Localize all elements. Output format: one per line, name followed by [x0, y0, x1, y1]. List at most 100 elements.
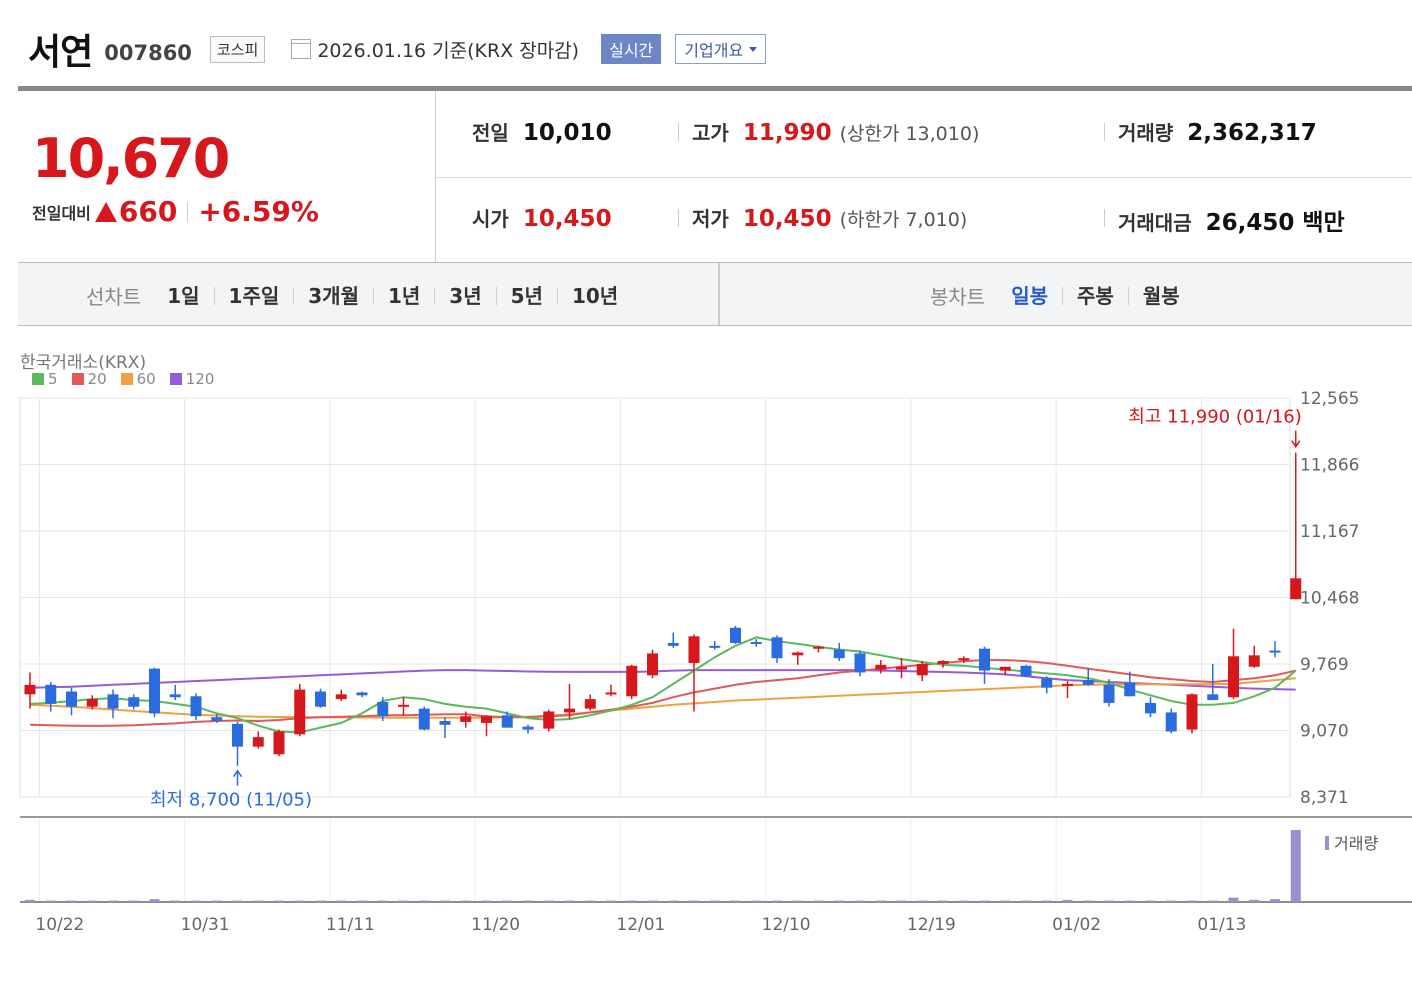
volume-bar	[834, 900, 845, 902]
candle-body	[626, 665, 638, 697]
x-tick-label: 11/20	[471, 915, 520, 935]
volume-bar	[958, 900, 969, 902]
candle-body	[1269, 650, 1281, 653]
volume-bar	[1207, 900, 1218, 902]
y-tick-label: 10,468	[1300, 589, 1359, 609]
stat-low: 저가 10,450 (하한가 7,010)	[678, 203, 967, 232]
period-1w[interactable]: 1주일	[213, 286, 294, 306]
y-tick-label: 8,371	[1300, 788, 1349, 808]
candle-body	[107, 694, 119, 709]
volume-bar	[1062, 899, 1073, 902]
up-triangle-icon	[94, 201, 117, 222]
change-row: 전일대비 660 +6.59%	[32, 195, 319, 228]
legend-label: 120	[185, 370, 215, 388]
tab-weekly[interactable]: 주봉	[1062, 286, 1128, 306]
candle-body	[1165, 712, 1177, 732]
ma60-line	[29, 677, 1296, 719]
candle-body	[750, 642, 762, 645]
candle-body	[149, 668, 160, 714]
volume-bar	[938, 900, 948, 902]
period-1y[interactable]: 1년	[372, 286, 434, 306]
candle-body	[999, 666, 1011, 671]
x-tick-label: 12/01	[616, 915, 665, 935]
stats-panel: 전일 10,010 고가 11,990 (상한가 13,010) 거래량 2,3…	[436, 91, 1412, 263]
volume-bar	[564, 900, 575, 902]
volume-bar	[1021, 900, 1031, 902]
company-overview-dropdown[interactable]: 기업개요	[675, 34, 767, 64]
volume-bar	[481, 900, 492, 902]
candle-body	[232, 723, 243, 747]
volume-bar	[1041, 900, 1052, 902]
volume-bar	[855, 900, 865, 902]
candle-body	[439, 720, 451, 725]
calendar-icon	[291, 39, 312, 59]
candle-body	[896, 666, 907, 670]
candle-body	[481, 716, 492, 723]
candle-body	[564, 708, 575, 713]
candle-body	[1103, 684, 1115, 703]
legend-ma120: 120	[169, 370, 215, 388]
stats-row-1: 전일 10,010 고가 11,990 (상한가 13,010) 거래량 2,3…	[436, 91, 1412, 178]
candle-body	[854, 653, 866, 673]
volume-bar	[1145, 900, 1156, 902]
candle-body	[418, 708, 430, 730]
candle-body	[771, 637, 783, 659]
x-tick-label: 01/13	[1197, 915, 1246, 935]
volume-bar	[606, 900, 616, 902]
candle-body	[377, 701, 389, 717]
ma-legend: 5 20 60 120	[32, 370, 228, 388]
candle-body	[169, 694, 181, 698]
volume-bar	[108, 900, 118, 902]
volume-bar	[709, 900, 720, 902]
upper-limit: (상한가 13,010)	[839, 123, 980, 145]
change-amount: 660	[118, 195, 178, 228]
volume-bar	[896, 900, 907, 902]
volume-bar	[45, 900, 56, 902]
current-price: 10,670	[32, 127, 230, 190]
max-annotation: 최고 11,990 (01/16)	[1128, 407, 1301, 428]
period-3y[interactable]: 3년	[434, 286, 495, 306]
candle-body	[273, 731, 285, 755]
legend-swatch	[71, 373, 84, 385]
candle-body	[916, 663, 928, 676]
period-3m[interactable]: 3개월	[293, 286, 373, 306]
x-tick-label: 12/10	[762, 915, 811, 935]
exchange-label: 한국거래소(KRX)	[20, 353, 147, 373]
candle-body	[356, 692, 368, 696]
ma20-line	[29, 659, 1297, 727]
realtime-button[interactable]: 실시간	[601, 34, 662, 64]
volume-bar	[1187, 900, 1197, 902]
candle-body	[979, 648, 990, 671]
tab-daily[interactable]: 일봉	[1011, 283, 1049, 308]
market-badge: 코스피	[209, 35, 266, 63]
period-10y[interactable]: 10년	[556, 286, 632, 306]
legend-label: 20	[87, 370, 107, 388]
volume-bar	[730, 900, 741, 902]
candle-body	[1186, 694, 1198, 730]
y-tick-label: 9,769	[1300, 655, 1349, 675]
candle-body	[688, 636, 700, 663]
candle-body	[937, 661, 949, 664]
legend-label: 5	[48, 370, 58, 388]
company-overview-label: 기업개요	[684, 41, 744, 60]
volume-bar	[502, 900, 513, 902]
x-tick-label: 11/11	[326, 915, 375, 935]
stock-header: 서연 007860 코스피 2026.01.16 기준(KRX 장마감) 실시간…	[28, 24, 767, 74]
period-1d[interactable]: 1일	[167, 283, 200, 308]
price-panel: 10,670 전일대비 660 +6.59%	[18, 91, 436, 264]
volume-bar	[585, 900, 596, 902]
candle-body	[543, 711, 555, 729]
candle-body	[211, 717, 223, 721]
change-divider	[187, 201, 189, 222]
volume-bar	[917, 900, 928, 902]
volume-bar	[377, 900, 388, 902]
stock-name: 서연	[28, 32, 93, 73]
candle-body	[1207, 694, 1219, 701]
candle-body	[1290, 578, 1302, 600]
volume-bar	[668, 900, 679, 902]
volume-bar	[543, 900, 554, 902]
tab-monthly[interactable]: 월봉	[1127, 286, 1194, 306]
period-5y[interactable]: 5년	[495, 286, 557, 306]
stat-divider	[678, 209, 679, 227]
